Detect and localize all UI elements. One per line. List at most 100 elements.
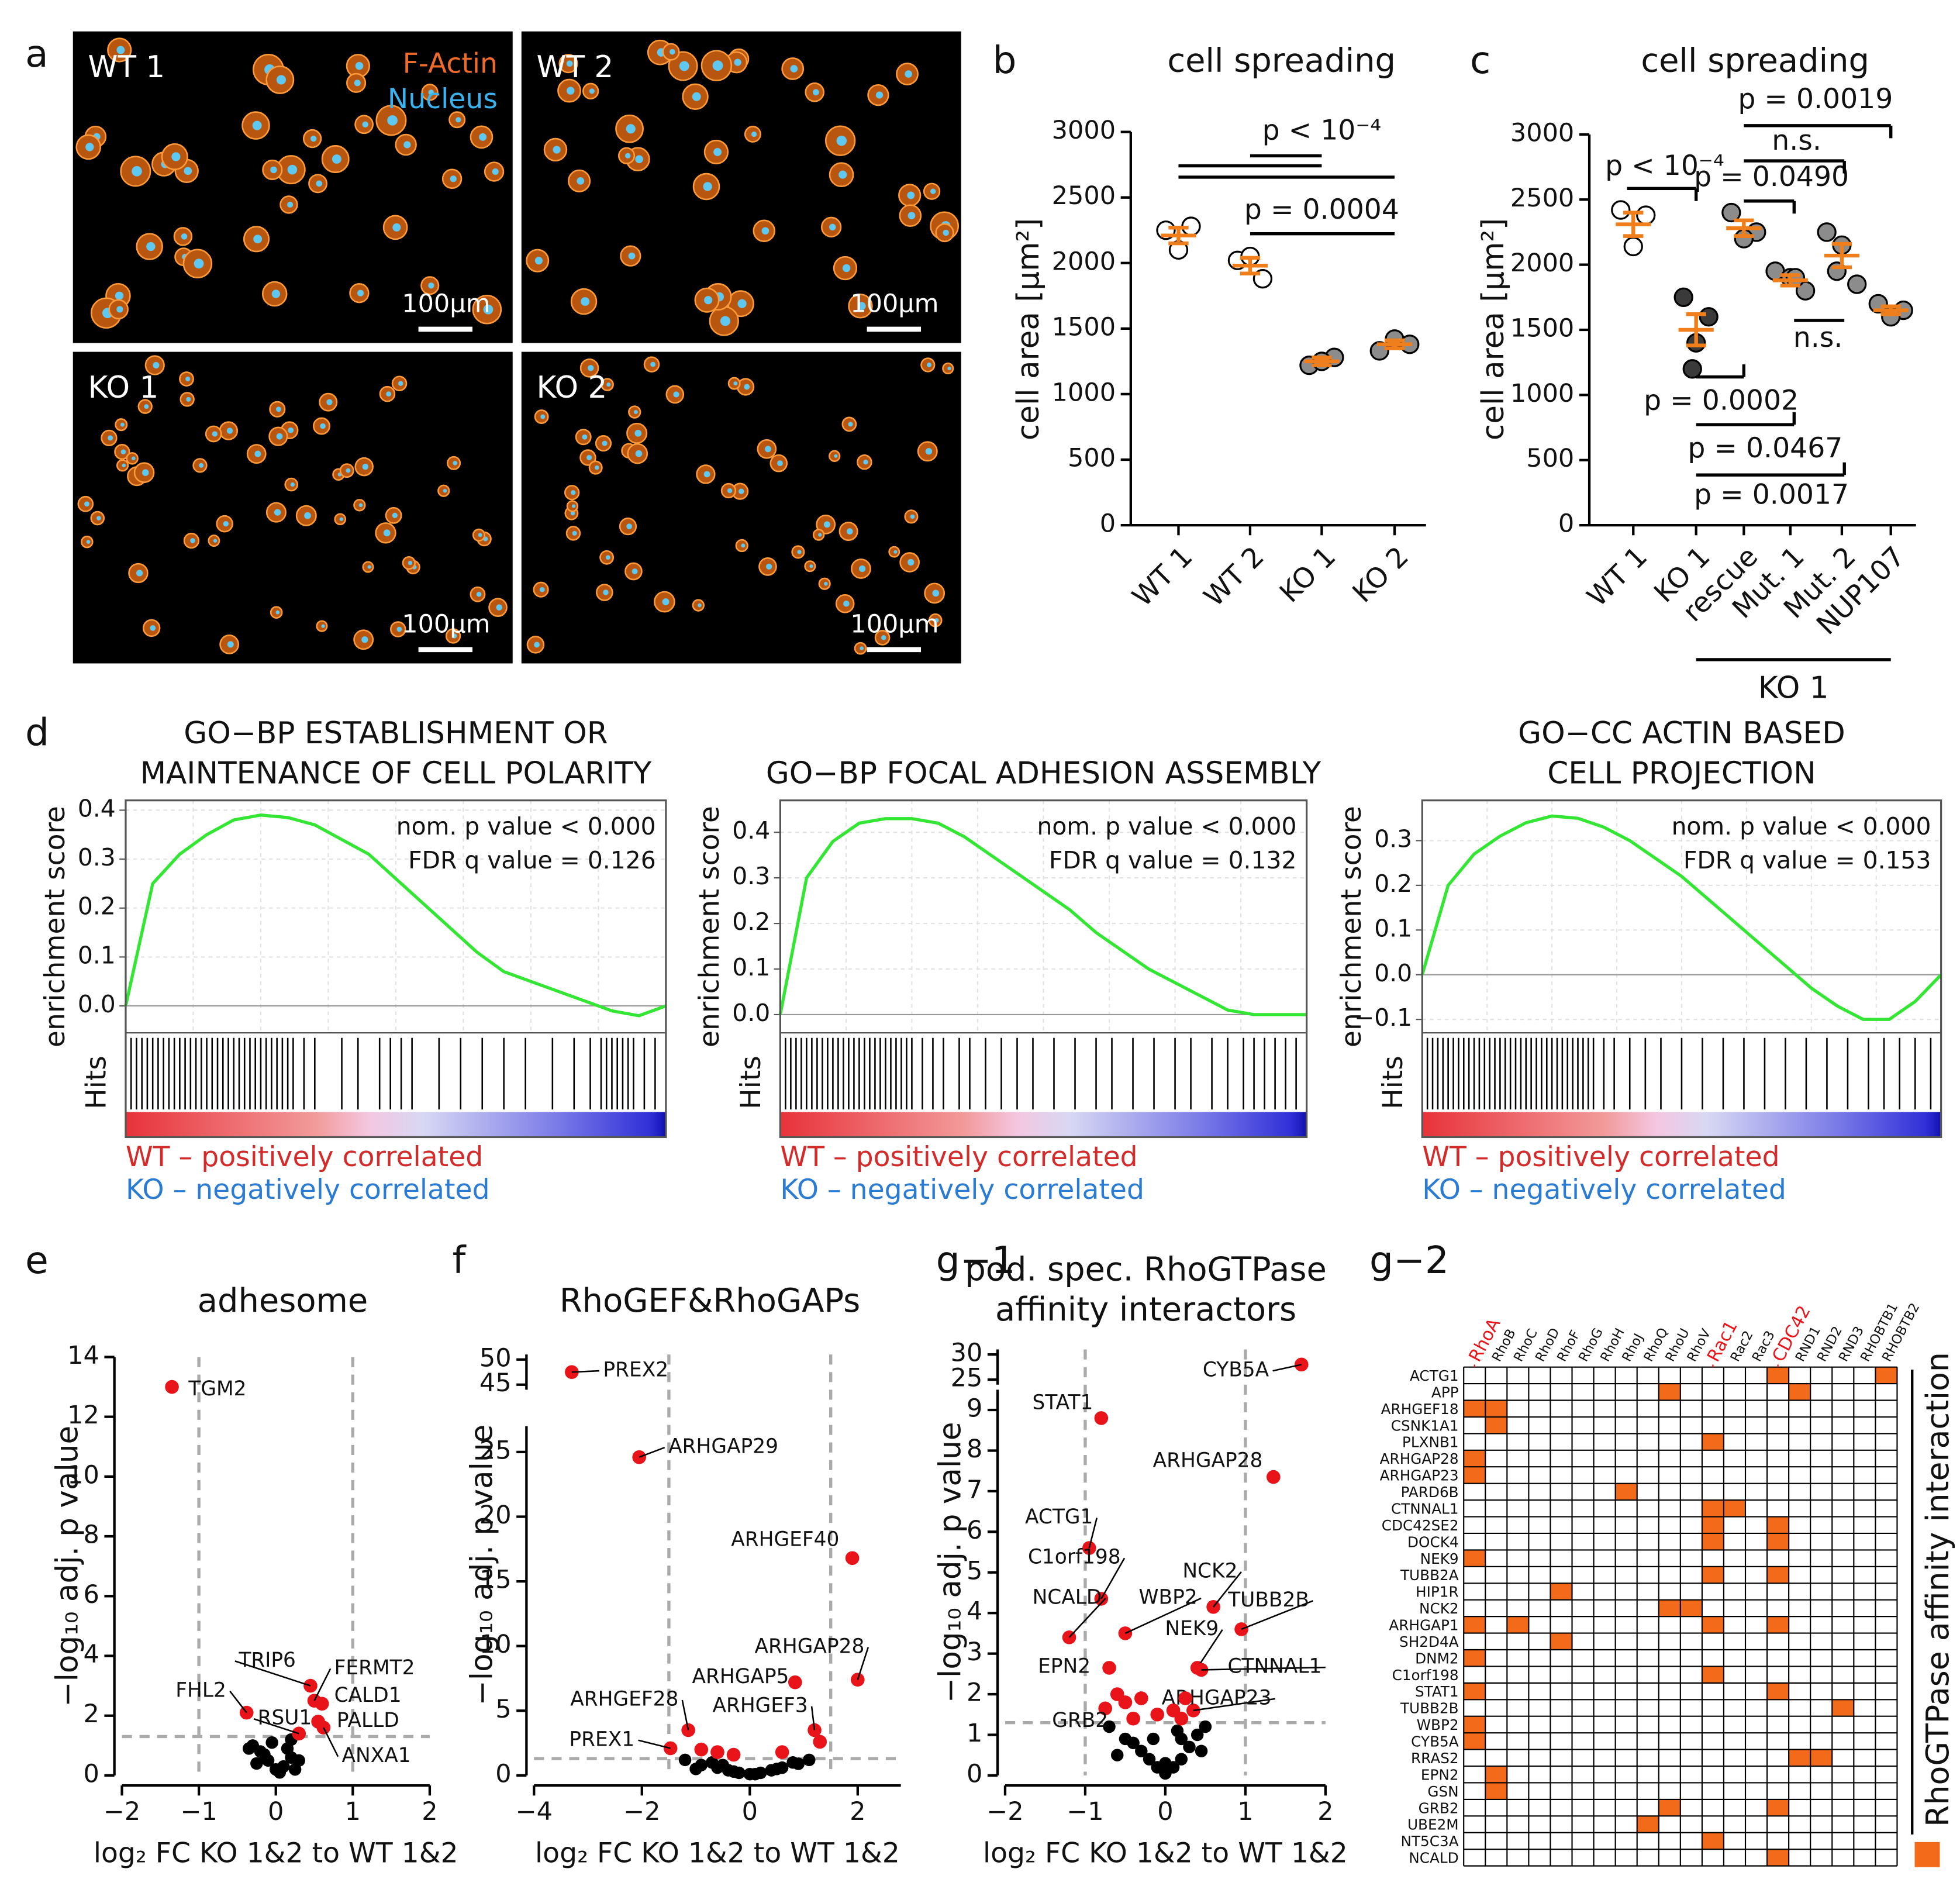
- interaction-cell: [1875, 1367, 1897, 1384]
- point-label: TUBB2B: [1227, 1588, 1309, 1612]
- point-label: PALLD: [337, 1709, 399, 1732]
- leader: [1196, 1629, 1223, 1668]
- nucleus: [320, 423, 326, 429]
- nucleus: [453, 461, 457, 466]
- panel-label: a: [25, 32, 48, 76]
- interaction-cell: [1615, 1483, 1637, 1501]
- y-tick-label: 0.1: [1374, 914, 1412, 942]
- row-label: WBP2: [1417, 1716, 1459, 1733]
- p-value: p = 0.0467: [1688, 432, 1842, 464]
- nucleus: [635, 450, 643, 457]
- y-axis-label: enrichment score: [39, 806, 71, 1047]
- y-tick-label: 2: [967, 1678, 982, 1708]
- nucleus: [271, 289, 281, 298]
- point: [748, 1767, 762, 1781]
- hit-point: [1150, 1707, 1165, 1722]
- nucleus: [362, 121, 369, 128]
- nucleus: [761, 227, 769, 235]
- legend-ko: KO – negatively correlated: [780, 1174, 1144, 1206]
- chart-title: pod. spec. RhoGTPase: [965, 1250, 1326, 1288]
- stat: nom. p value < 0.000: [1037, 812, 1297, 840]
- nucleus: [698, 603, 702, 608]
- point: [1110, 1749, 1124, 1761]
- point: [242, 1742, 256, 1755]
- image-label: KO 2: [537, 370, 608, 405]
- interaction-cell: [1810, 1749, 1833, 1767]
- row-label: UBE2M: [1407, 1816, 1459, 1833]
- y-tick-label: 7: [967, 1475, 982, 1504]
- row-label: STAT1: [1415, 1683, 1459, 1700]
- y-tick-label: 0.0: [1374, 959, 1412, 987]
- nucleus: [860, 646, 864, 651]
- nucleus: [428, 89, 434, 95]
- interaction-cell: [1702, 1500, 1724, 1517]
- nucleus: [626, 523, 632, 529]
- row-label: CTNNAL1: [1391, 1500, 1459, 1517]
- enrichment-line: [1420, 814, 1942, 1021]
- nucleus: [274, 509, 281, 516]
- nucleus: [403, 141, 411, 149]
- nucleus: [316, 180, 323, 187]
- nucleus: [85, 143, 94, 151]
- data-point: [1847, 274, 1867, 294]
- y-tick-label: 2000: [1510, 249, 1574, 278]
- leader: [1201, 1666, 1326, 1671]
- interaction-cell: [1702, 1666, 1724, 1683]
- point-label: CALD1: [334, 1684, 402, 1707]
- stat: FDR q value = 0.126: [408, 846, 656, 874]
- nucleus: [589, 88, 595, 94]
- hit-point: [726, 1747, 741, 1762]
- point-label: ARHGAP5: [692, 1665, 789, 1688]
- point: [727, 1765, 740, 1778]
- data-point: [1369, 341, 1389, 361]
- hit-point: [710, 1745, 724, 1759]
- nucleus: [907, 191, 915, 199]
- stat: FDR q value = 0.153: [1683, 846, 1931, 874]
- nucleus: [848, 422, 853, 427]
- y-tick-label: 500: [1068, 444, 1116, 473]
- point: [1127, 1736, 1140, 1750]
- nucleus: [452, 633, 457, 639]
- nucleus: [199, 463, 204, 468]
- point: [716, 1759, 729, 1771]
- point-label: STAT1: [1033, 1391, 1093, 1414]
- y-tick-label: 25: [479, 1436, 512, 1465]
- leader: [810, 1706, 816, 1730]
- nucleus: [857, 302, 866, 311]
- nucleus: [275, 610, 280, 615]
- y-tick-label: 15: [479, 1566, 512, 1595]
- hit-point: [1174, 1711, 1189, 1726]
- nucleus: [146, 242, 156, 251]
- nucleus: [626, 124, 636, 134]
- data-point: [1721, 202, 1741, 223]
- point: [250, 1757, 263, 1770]
- y-tick-label: 3000: [1052, 116, 1116, 145]
- nucleus: [838, 170, 847, 179]
- y-tick-label: 0.2: [78, 892, 116, 920]
- point-label: NCALD: [1033, 1585, 1102, 1609]
- nucleus: [905, 70, 913, 78]
- y-tick-label: 0.1: [732, 953, 770, 981]
- x-tick-label: WT 1: [1581, 540, 1654, 613]
- y-tick-label: 0: [495, 1759, 511, 1788]
- nucleus: [213, 539, 218, 543]
- nucleus: [181, 233, 188, 240]
- interaction-cell: [1680, 1599, 1702, 1617]
- nucleus: [881, 635, 886, 640]
- row-label: GSN: [1427, 1783, 1458, 1800]
- x-axis-label: log₂ FC KO 1&2 to WT 1&2: [983, 1837, 1348, 1869]
- interaction-cell: [1464, 1550, 1486, 1567]
- point-label: CTNNAL1: [1228, 1655, 1322, 1678]
- nucleus: [739, 488, 744, 494]
- row-label: ACTG1: [1410, 1367, 1459, 1384]
- point-label: GRB2: [1052, 1709, 1108, 1732]
- nucleus: [662, 598, 670, 606]
- legend-swatch: [1914, 1842, 1940, 1867]
- nucleus: [587, 365, 594, 371]
- nucleus: [332, 154, 341, 164]
- leader: [571, 1370, 600, 1373]
- nucleus: [227, 641, 234, 648]
- interaction-cell: [1507, 1616, 1529, 1633]
- nucleus: [692, 92, 701, 101]
- leader: [1088, 1518, 1098, 1549]
